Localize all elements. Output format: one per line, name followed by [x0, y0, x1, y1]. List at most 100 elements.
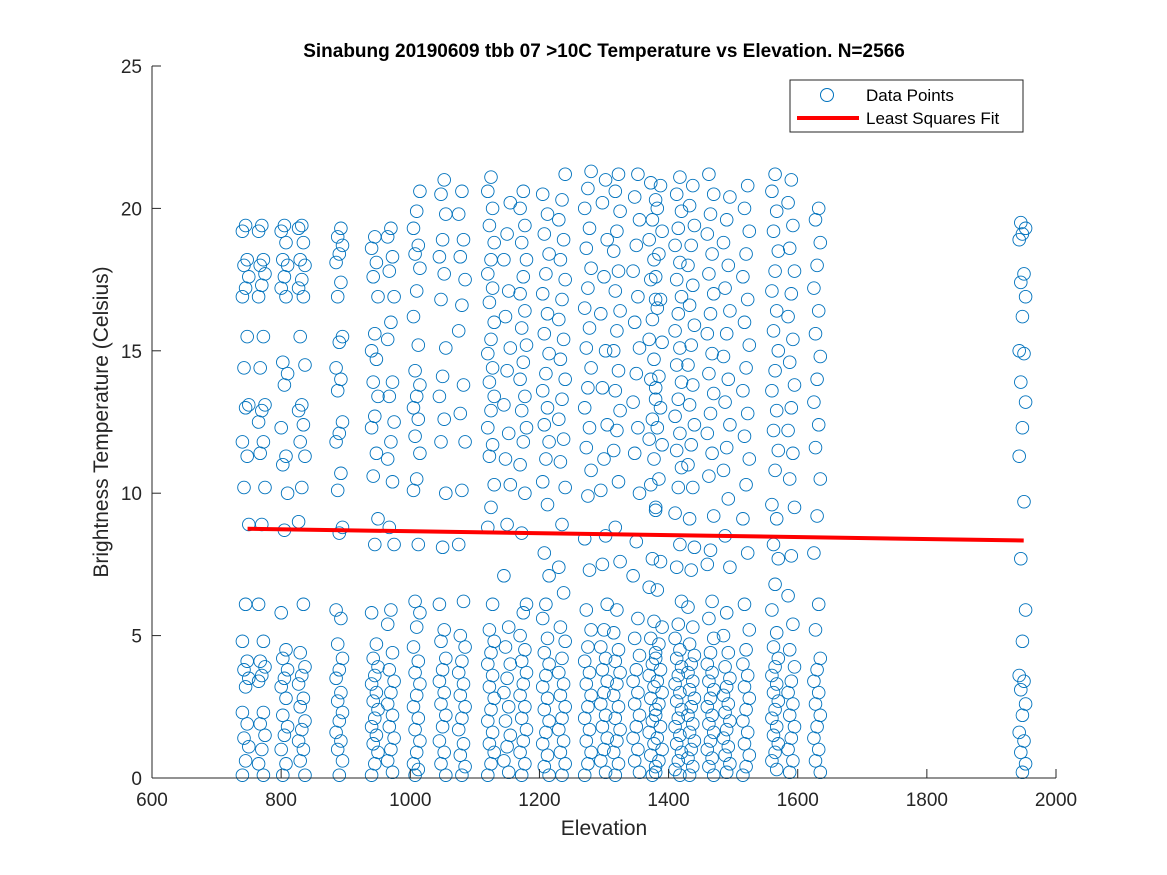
data-point — [582, 321, 597, 335]
data-point — [810, 258, 824, 273]
data-point — [481, 420, 495, 435]
data-point — [577, 401, 592, 415]
axes: 600 800 1000 1200 1400 1600 1800 2000 0 5 10 15 20 25 — [121, 57, 1077, 811]
data-point — [644, 372, 658, 387]
data-point — [295, 722, 309, 737]
data-point — [581, 381, 595, 395]
data-point — [296, 691, 311, 706]
data-point — [274, 680, 288, 694]
data-point — [439, 768, 453, 782]
data-point — [652, 369, 666, 384]
data-point — [335, 415, 350, 429]
data-point — [1014, 275, 1028, 290]
data-point — [598, 344, 613, 358]
data-point — [742, 691, 757, 706]
data-point — [277, 218, 292, 233]
data-point — [497, 754, 511, 768]
data-point — [382, 520, 397, 535]
data-point — [716, 463, 731, 478]
data-point — [702, 167, 716, 181]
data-point — [810, 372, 824, 387]
data-point — [736, 383, 750, 398]
data-point — [242, 270, 256, 284]
data-point — [437, 685, 451, 700]
data-point — [808, 440, 823, 455]
data-point — [503, 341, 518, 355]
data-point — [487, 745, 501, 760]
data-point — [434, 435, 448, 449]
data-point — [458, 435, 472, 449]
data-point — [600, 232, 614, 247]
data-point — [439, 651, 453, 666]
data-point — [540, 497, 555, 512]
data-point — [555, 392, 569, 406]
data-point — [368, 668, 382, 683]
data-point — [298, 358, 312, 372]
data-point — [706, 631, 721, 646]
data-point — [516, 355, 531, 369]
data-point — [371, 512, 385, 526]
data-point — [256, 634, 271, 649]
data-point — [385, 708, 400, 723]
data-point — [723, 418, 737, 432]
data-point — [584, 164, 598, 179]
data-point — [686, 178, 700, 193]
data-point — [406, 309, 421, 324]
data-point — [807, 546, 821, 560]
data-point — [458, 272, 472, 287]
x-tick-label: 600 — [136, 790, 168, 811]
data-point — [332, 714, 347, 728]
data-point — [408, 247, 422, 261]
data-point — [485, 438, 500, 452]
data-point — [811, 304, 826, 318]
data-point — [740, 668, 755, 683]
data-point — [280, 663, 295, 677]
data-point — [611, 475, 626, 489]
data-point — [380, 230, 395, 244]
data-point — [435, 540, 450, 555]
data-point — [513, 628, 527, 643]
data-point — [765, 383, 779, 398]
data-point — [411, 412, 426, 426]
data-point — [387, 731, 401, 745]
data-point — [256, 329, 271, 344]
data-point — [771, 651, 786, 666]
data-point — [335, 705, 350, 720]
data-point — [514, 235, 529, 250]
data-point — [497, 252, 511, 267]
data-point — [277, 728, 292, 743]
data-point — [671, 221, 686, 236]
data-point — [406, 221, 421, 236]
data-point — [718, 705, 732, 720]
data-point — [437, 173, 451, 187]
data-point — [610, 423, 624, 438]
data-point — [671, 392, 686, 406]
data-point — [514, 321, 529, 335]
data-point — [653, 292, 668, 307]
data-point — [451, 207, 466, 221]
data-point — [781, 309, 795, 324]
data-point — [298, 449, 312, 463]
data-point — [606, 244, 621, 258]
data-point — [1017, 734, 1031, 748]
y-tick-label: 25 — [121, 57, 142, 78]
data-point — [769, 304, 784, 318]
data-point — [434, 292, 448, 307]
data-point — [535, 287, 550, 301]
data-point — [556, 734, 571, 748]
data-point — [647, 452, 661, 466]
data-point — [385, 375, 400, 389]
data-point — [455, 654, 469, 668]
data-point — [518, 757, 532, 771]
data-point — [784, 549, 799, 563]
data-point — [251, 757, 266, 771]
data-point — [653, 719, 668, 734]
data-point — [280, 366, 295, 381]
data-point — [439, 341, 453, 355]
data-point — [552, 560, 566, 574]
data-point — [771, 551, 786, 566]
data-point — [787, 660, 802, 674]
data-point — [364, 719, 379, 734]
data-point — [455, 184, 469, 199]
data-point — [703, 691, 718, 706]
